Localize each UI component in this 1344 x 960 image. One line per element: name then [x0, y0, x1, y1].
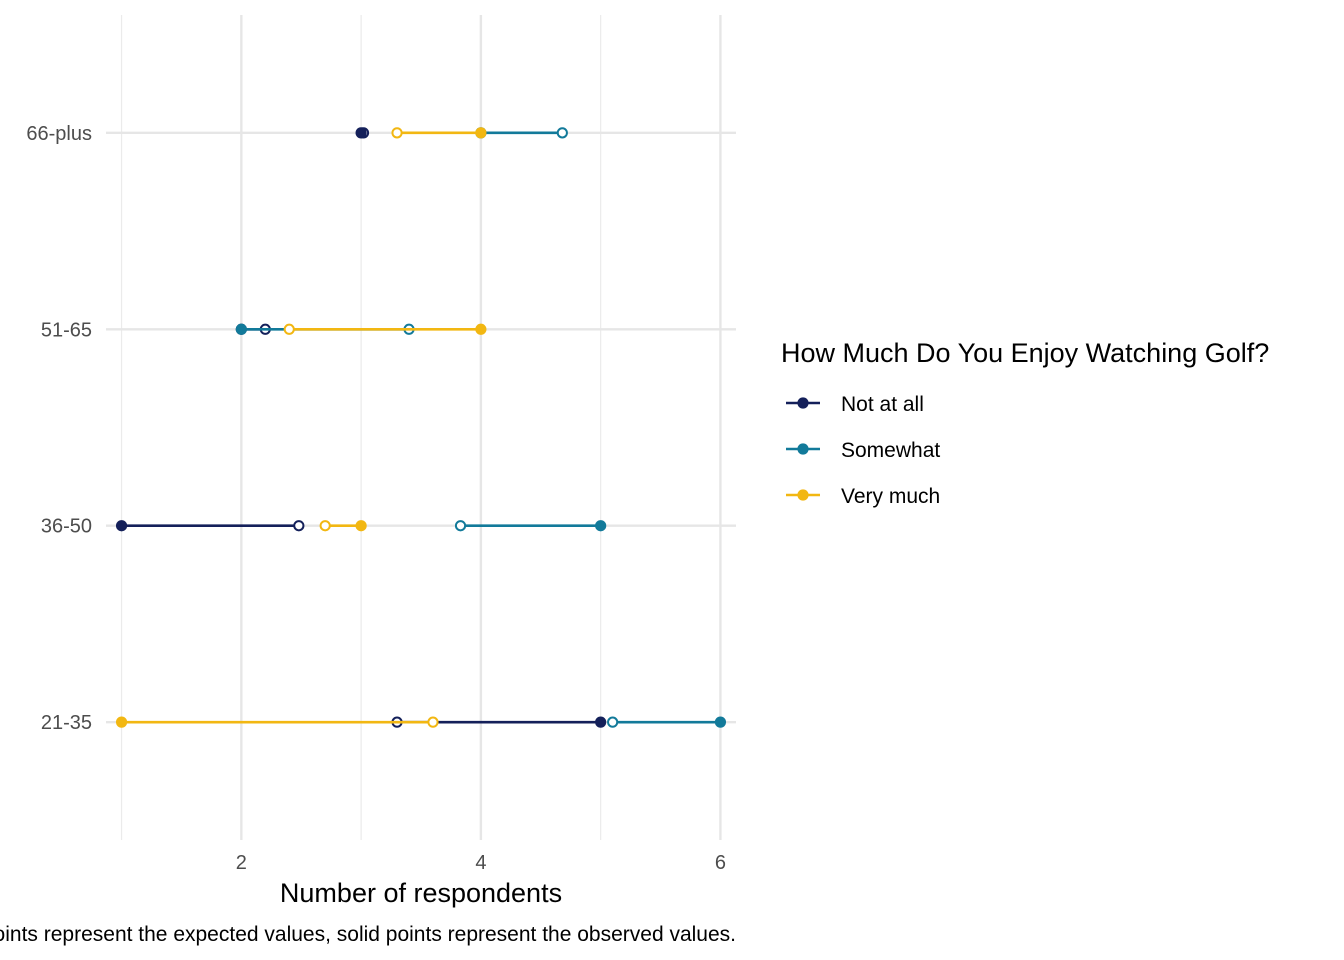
plot-marks	[115, 127, 727, 728]
observed-point	[475, 323, 487, 335]
x-tick-label: 6	[715, 852, 726, 874]
legend-items: Not at all Somewhat Very much	[786, 393, 940, 508]
observed-point	[595, 520, 607, 532]
observed-point	[235, 323, 247, 335]
legend-key-point	[797, 397, 809, 409]
legend-item: Not at all	[786, 393, 924, 416]
legend-label: Somewhat	[841, 439, 940, 462]
observed-point	[115, 520, 128, 532]
legend-item: Very much	[786, 485, 940, 508]
y-tick-label: 51-65	[41, 319, 92, 341]
x-axis-tick-labels: 2 4 6	[236, 852, 726, 874]
legend-label: Very much	[841, 485, 940, 508]
expected-point	[283, 323, 295, 335]
legend-title: How Much Do You Enjoy Watching Golf?	[781, 338, 1269, 368]
expected-point	[556, 127, 568, 139]
y-axis-tick-labels: 21-35 36-50 51-65 66-plus	[26, 123, 92, 734]
expected-point	[454, 520, 467, 532]
observed-point	[595, 716, 607, 728]
expected-point	[607, 716, 619, 728]
x-tick-label: 2	[236, 852, 247, 874]
expected-point	[391, 127, 403, 139]
expected-point	[427, 716, 439, 728]
grid-lines	[106, 15, 736, 840]
legend-label: Not at all	[841, 393, 924, 416]
observed-point	[714, 716, 727, 728]
legend-item: Somewhat	[786, 439, 940, 462]
x-axis-title: Number of respondents	[280, 878, 562, 908]
legend-key-point	[797, 443, 809, 455]
observed-point	[355, 127, 367, 139]
legend: How Much Do You Enjoy Watching Golf? Not…	[781, 338, 1269, 508]
observed-point	[475, 127, 487, 139]
observed-point	[115, 716, 128, 728]
expected-point	[319, 520, 331, 532]
legend-key-point	[797, 489, 809, 501]
y-tick-label: 36-50	[41, 516, 92, 538]
chart-caption: Hollow points represent the expected val…	[0, 923, 736, 946]
expected-point	[293, 520, 305, 532]
y-tick-label: 21-35	[41, 712, 92, 734]
x-tick-label: 4	[475, 852, 486, 874]
observed-point	[355, 520, 367, 532]
y-tick-label: 66-plus	[26, 123, 92, 145]
series-very-much	[115, 127, 487, 728]
